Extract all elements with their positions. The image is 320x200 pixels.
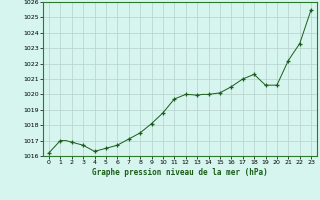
X-axis label: Graphe pression niveau de la mer (hPa): Graphe pression niveau de la mer (hPa) (92, 168, 268, 177)
